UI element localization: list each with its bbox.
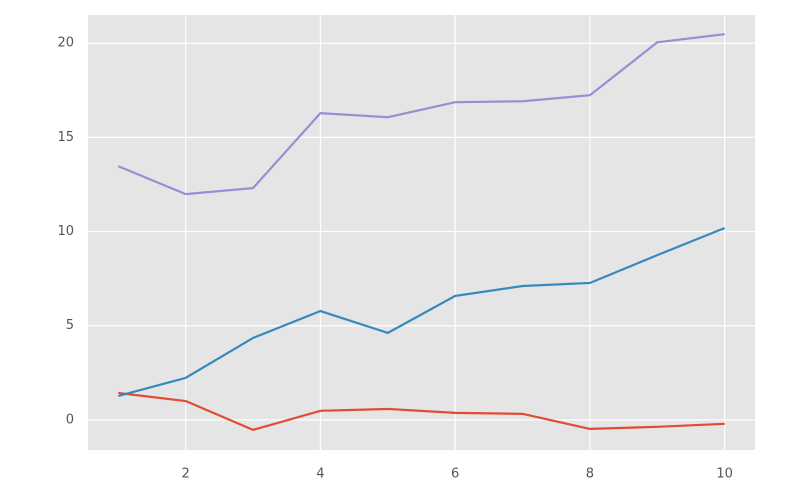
line-series — [117, 33, 725, 196]
y-tick-label: 5 — [66, 318, 74, 333]
x-tick-label: 4 — [316, 467, 324, 482]
plot-area — [88, 15, 755, 450]
y-tick-label: 0 — [66, 412, 74, 427]
x-tick-label: 2 — [182, 467, 190, 482]
y-tick-label: 20 — [57, 36, 74, 51]
x-tick-label: 6 — [451, 467, 459, 482]
y-tick-label: 15 — [57, 130, 74, 145]
line-series — [118, 391, 725, 432]
y-tick-label: 10 — [57, 224, 74, 239]
x-tick-label: 8 — [586, 467, 594, 482]
x-tick-label: 10 — [716, 467, 733, 482]
line-series — [118, 226, 726, 398]
